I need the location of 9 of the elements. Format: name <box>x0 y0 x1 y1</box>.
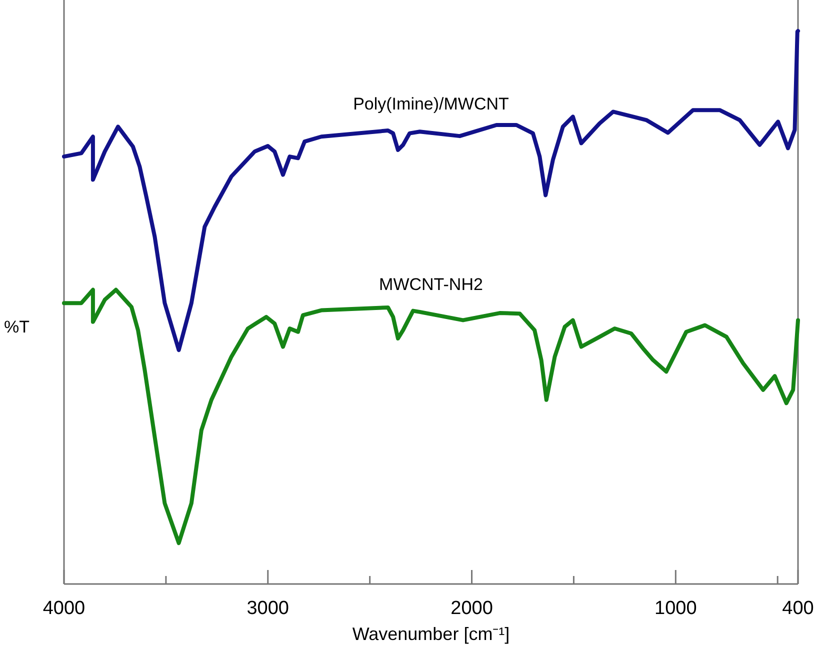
x-tick-label: 400 <box>782 598 814 619</box>
x-tick-label: 1000 <box>654 598 697 619</box>
y-axis-title: %T <box>4 318 30 336</box>
series-label: MWCNT-NH2 <box>379 274 483 294</box>
x-tick-label: 2000 <box>450 598 493 619</box>
x-axis-title: Wavenumber [cm⁻¹] <box>352 624 510 644</box>
x-tick-label: 4000 <box>42 598 86 619</box>
x-tick-label: 3000 <box>246 598 290 619</box>
series-label: Poly(Imine)/MWCNT <box>353 94 509 114</box>
